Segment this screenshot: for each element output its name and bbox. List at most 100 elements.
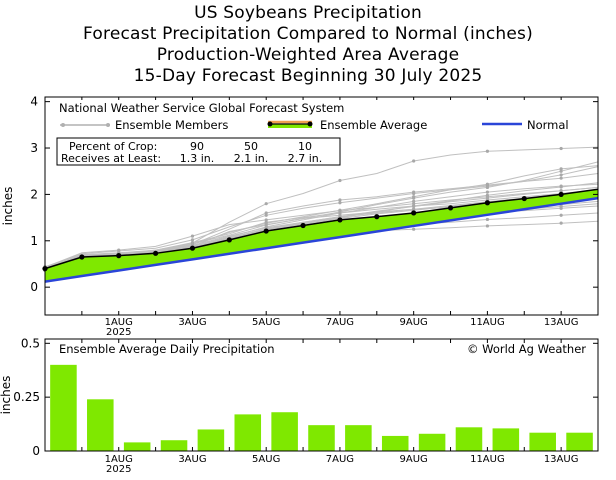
ensemble-member-point — [559, 213, 563, 217]
daily-precip-bar — [160, 440, 188, 451]
bottom-x-tick-label: 11AUG — [470, 454, 505, 465]
chart-subtitle-1: Forecast Precipitation Compared to Norma… — [83, 24, 533, 44]
ensemble-member-line-16 — [44, 165, 599, 269]
ensemble-member-point — [190, 238, 195, 242]
ensemble-member-point — [485, 182, 489, 186]
ensemble-member-point — [412, 191, 416, 196]
ensemble-member-point — [412, 207, 416, 211]
ensemble-member-point — [485, 217, 489, 222]
ensemble-member-point — [559, 189, 563, 193]
watermark: © World Ag Weather — [467, 342, 586, 356]
daily-precip-bar — [123, 442, 151, 451]
daily-precip-bar — [50, 364, 77, 451]
crop-row2-value-2: 2.1 in. — [234, 152, 269, 165]
ensemble-average-point — [153, 250, 159, 256]
top-x-tick-label: 1AUG — [105, 317, 133, 328]
ensemble-member-point — [264, 218, 268, 222]
top-x-tick-label: 11AUG — [470, 317, 505, 328]
chart-title: US Soybeans Precipitation — [194, 3, 422, 23]
ensemble-member-point — [338, 208, 342, 212]
ensemble-member-point — [117, 248, 121, 252]
top-plot-frame — [44, 96, 599, 316]
ensemble-member-point — [559, 176, 563, 180]
crop-row2-value-3: 2.7 in. — [288, 152, 323, 165]
crop-row2-value-1: 1.3 in. — [180, 152, 215, 165]
daily-precip-bar — [381, 435, 409, 451]
top-x-tick-label: 3AUG — [178, 317, 206, 328]
ensemble-member-line-11 — [44, 161, 599, 269]
ensemble-member-point — [190, 242, 195, 247]
crop-row1-label: Percent of Crop: — [69, 140, 157, 153]
ensemble-member-point — [412, 159, 416, 163]
bottom-y-tick-label: 0.25 — [13, 390, 40, 404]
ensemble-average-point — [116, 253, 122, 259]
daily-precip-bar — [418, 433, 446, 451]
top-y-tick-label: 1 — [30, 234, 38, 248]
ensemble-member-point — [559, 173, 563, 177]
top-y-tick-label: 0 — [30, 280, 38, 294]
ensemble-member-point — [412, 204, 416, 209]
top-y-tick-label: 2 — [30, 187, 38, 201]
ensemble-member-point — [559, 204, 563, 209]
legend-members-label: Ensemble Members — [115, 118, 228, 132]
daily-precip-bar — [197, 429, 225, 451]
top-y-axis-label: inches — [1, 187, 15, 226]
bottom-y-tick-label: 0 — [32, 444, 40, 458]
bottom-x-tick-label: 5AUG — [252, 454, 280, 465]
ensemble-average-point — [79, 254, 85, 260]
chart-subtitle-2: Production-Weighted Area Average — [156, 45, 460, 65]
ensemble-member-point — [264, 211, 268, 215]
bottom-x-tick-label: 13AUG — [544, 454, 579, 465]
ensemble-member-point — [412, 199, 416, 203]
chart-subtitle-3: 15-Day Forecast Beginning 30 July 2025 — [133, 66, 483, 86]
bottom-x-tick-label: 3AUG — [178, 454, 206, 465]
ensemble-member-point — [412, 195, 416, 199]
crop-row2-label: Receives at Least: — [61, 152, 161, 165]
normal-line — [44, 196, 599, 283]
daily-precip-bar — [566, 432, 593, 451]
ensemble-average-point — [484, 200, 490, 206]
legend-average-label: Ensemble Average — [320, 118, 427, 132]
ensemble-member-point — [264, 213, 268, 217]
ensemble-member-point — [264, 202, 268, 206]
daily-precip-bar — [271, 412, 298, 451]
crop-row1-value-2: 50 — [244, 140, 258, 153]
daily-precip-bar — [87, 399, 114, 451]
ensemble-member-point — [559, 169, 563, 173]
ensemble-average-point — [189, 245, 196, 251]
ensemble-average-point — [263, 228, 269, 234]
ensemble-average-line — [44, 188, 599, 270]
ensemble-member-point — [485, 185, 489, 190]
daily-precip-bar — [492, 428, 520, 451]
ensemble-member-point — [559, 184, 563, 188]
top-y-tick-label: 3 — [30, 141, 38, 155]
daily-precip-bar — [308, 425, 335, 451]
ensemble-member-point — [412, 227, 416, 231]
chart-titles: US Soybeans Precipitation Forecast Preci… — [0, 0, 616, 87]
crop-row1-value-3: 10 — [298, 140, 312, 153]
top-x-tick-label: 7AUG — [326, 317, 354, 328]
legend-members: Ensemble Members — [60, 118, 228, 132]
legend-normal: Normal — [482, 118, 569, 132]
ensemble-member-point — [338, 198, 342, 202]
ensemble-member-point — [190, 234, 195, 238]
ensemble-average-point — [337, 217, 343, 223]
ensemble-average-point — [374, 214, 380, 220]
bottom-plot-frame — [44, 338, 599, 452]
top-y-tick-label: 4 — [30, 95, 38, 109]
ensemble-member-point — [264, 221, 268, 225]
ensemble-member-point — [338, 201, 342, 205]
bottom-x-tick-label: 1AUG — [105, 454, 133, 465]
daily-precip-bar — [345, 425, 372, 451]
top-legend: National Weather Service Global Forecast… — [50, 100, 584, 134]
bottom-x-tick-label: 9AUG — [400, 454, 428, 465]
departure-band — [45, 189, 598, 282]
top-x-tick-label: 9AUG — [400, 317, 428, 328]
ensemble-member-point — [485, 196, 489, 200]
ensemble-member-point — [559, 221, 563, 225]
legend-normal-label: Normal — [527, 118, 569, 132]
top-x-tick-label: 13AUG — [544, 317, 579, 328]
ensemble-average-point — [521, 195, 527, 202]
ensemble-average-point — [411, 210, 417, 216]
